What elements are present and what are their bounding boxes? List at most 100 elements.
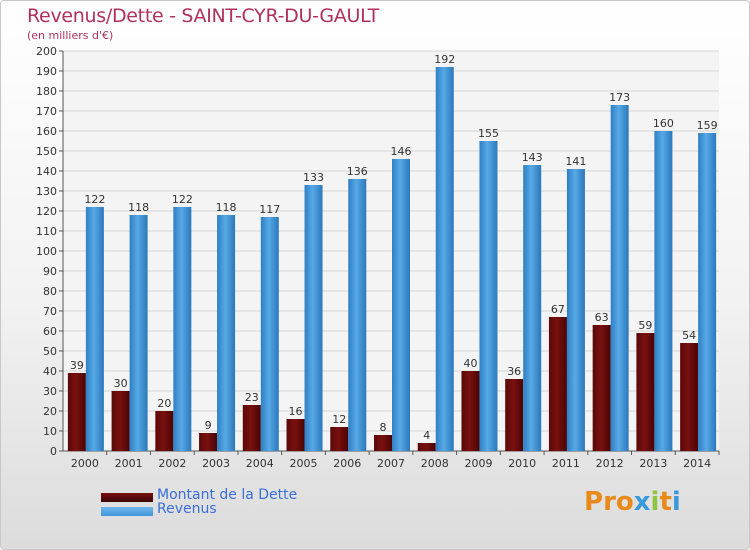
y-tick-label: 50	[43, 345, 57, 358]
x-tick-label: 2000	[71, 457, 99, 470]
data-label-revenus: 146	[391, 145, 412, 158]
data-label-dette: 36	[507, 365, 521, 378]
logo-letter: P	[584, 487, 604, 517]
bar-dette	[286, 419, 305, 451]
bar-dette	[155, 411, 174, 451]
data-label-dette: 12	[332, 413, 346, 426]
logo-letter: t	[659, 487, 672, 517]
data-label-revenus: 136	[347, 165, 368, 178]
data-label-dette: 9	[205, 419, 212, 432]
y-tick-label: 190	[36, 65, 57, 78]
data-label-dette: 40	[463, 357, 477, 370]
data-label-revenus: 117	[259, 203, 280, 216]
bar-revenus	[392, 159, 410, 451]
data-label-dette: 54	[682, 329, 696, 342]
data-label-revenus: 173	[609, 91, 630, 104]
x-tick-label: 2013	[639, 457, 667, 470]
x-tick-label: 2002	[158, 457, 186, 470]
bar-dette	[199, 433, 218, 451]
x-tick-label: 2001	[115, 457, 143, 470]
bar-revenus	[348, 179, 367, 451]
x-tick-label: 2010	[508, 457, 536, 470]
bar-dette	[417, 443, 436, 451]
bar-revenus	[610, 105, 629, 451]
legend-label-dette: Montant de la Dette	[157, 487, 298, 503]
x-tick-label: 2012	[596, 457, 624, 470]
bar-revenus	[698, 133, 717, 451]
bar-dette	[592, 325, 611, 451]
y-tick-label: 200	[36, 45, 57, 58]
bar-dette	[461, 371, 480, 451]
x-tick-label: 2011	[552, 457, 580, 470]
data-label-dette: 23	[245, 391, 259, 404]
data-label-revenus: 118	[216, 201, 237, 214]
bar-dette	[67, 373, 86, 451]
bar-revenus	[85, 207, 104, 451]
y-tick-label: 90	[43, 265, 57, 278]
y-tick-label: 120	[36, 205, 57, 218]
bar-revenus	[217, 215, 236, 451]
bar-dette	[111, 391, 130, 451]
chart-title: Revenus/Dette - SAINT-CYR-DU-GAULT	[27, 5, 380, 27]
bar-dette	[636, 333, 655, 451]
bar-revenus	[566, 169, 585, 451]
data-label-revenus: 159	[697, 119, 718, 132]
data-label-revenus: 122	[172, 193, 193, 206]
data-label-dette: 67	[551, 303, 565, 316]
bar-revenus	[304, 185, 323, 451]
y-tick-label: 140	[36, 165, 57, 178]
data-label-dette: 16	[289, 405, 303, 418]
y-tick-label: 70	[43, 305, 57, 318]
y-tick-label: 40	[43, 365, 57, 378]
data-label-dette: 63	[595, 311, 609, 324]
y-tick-label: 110	[36, 225, 57, 238]
bar-dette	[330, 427, 349, 451]
data-label-dette: 20	[157, 397, 171, 410]
data-label-revenus: 143	[522, 151, 543, 164]
logo-letter: r	[603, 487, 616, 517]
data-label-dette: 30	[114, 377, 128, 390]
legend-swatch-dette	[101, 493, 153, 502]
bar-revenus	[129, 215, 148, 451]
x-tick-label: 2005	[290, 457, 318, 470]
x-tick-label: 2004	[246, 457, 274, 470]
x-tick-label: 2008	[421, 457, 449, 470]
x-tick-label: 2009	[464, 457, 492, 470]
data-label-revenus: 141	[565, 155, 586, 168]
data-label-revenus: 133	[303, 171, 324, 184]
y-tick-label: 150	[36, 145, 57, 158]
y-tick-label: 80	[43, 285, 57, 298]
data-label-revenus: 155	[478, 127, 499, 140]
bar-dette	[374, 435, 392, 451]
y-tick-label: 0	[50, 445, 57, 458]
x-tick-label: 2003	[202, 457, 230, 470]
data-label-dette: 59	[638, 319, 652, 332]
data-label-dette: 4	[423, 429, 430, 442]
y-tick-label: 100	[36, 245, 57, 258]
bar-revenus	[260, 217, 279, 451]
data-label-dette: 8	[380, 421, 387, 434]
x-tick-label: 2006	[333, 457, 361, 470]
y-tick-label: 160	[36, 125, 57, 138]
y-tick-label: 20	[43, 405, 57, 418]
data-label-revenus: 192	[434, 53, 455, 66]
logo-letter: i	[671, 487, 681, 517]
data-label-revenus: 160	[653, 117, 674, 130]
proxiti-logo: Proxiti	[584, 487, 681, 517]
bar-dette	[548, 317, 567, 451]
bar-revenus	[654, 131, 673, 451]
logo-letter: o	[615, 487, 634, 517]
bar-dette	[680, 343, 699, 451]
logo-letter: x	[633, 487, 651, 517]
data-label-revenus: 122	[84, 193, 105, 206]
bar-dette	[242, 405, 261, 451]
chart-subtitle: (en milliers d'€)	[27, 29, 114, 42]
bar-revenus	[523, 165, 542, 451]
x-tick-label: 2007	[377, 457, 405, 470]
data-label-revenus: 118	[128, 201, 149, 214]
data-label-dette: 39	[70, 359, 84, 372]
y-tick-label: 10	[43, 425, 57, 438]
logo-letter: i	[650, 487, 660, 517]
y-tick-label: 130	[36, 185, 57, 198]
